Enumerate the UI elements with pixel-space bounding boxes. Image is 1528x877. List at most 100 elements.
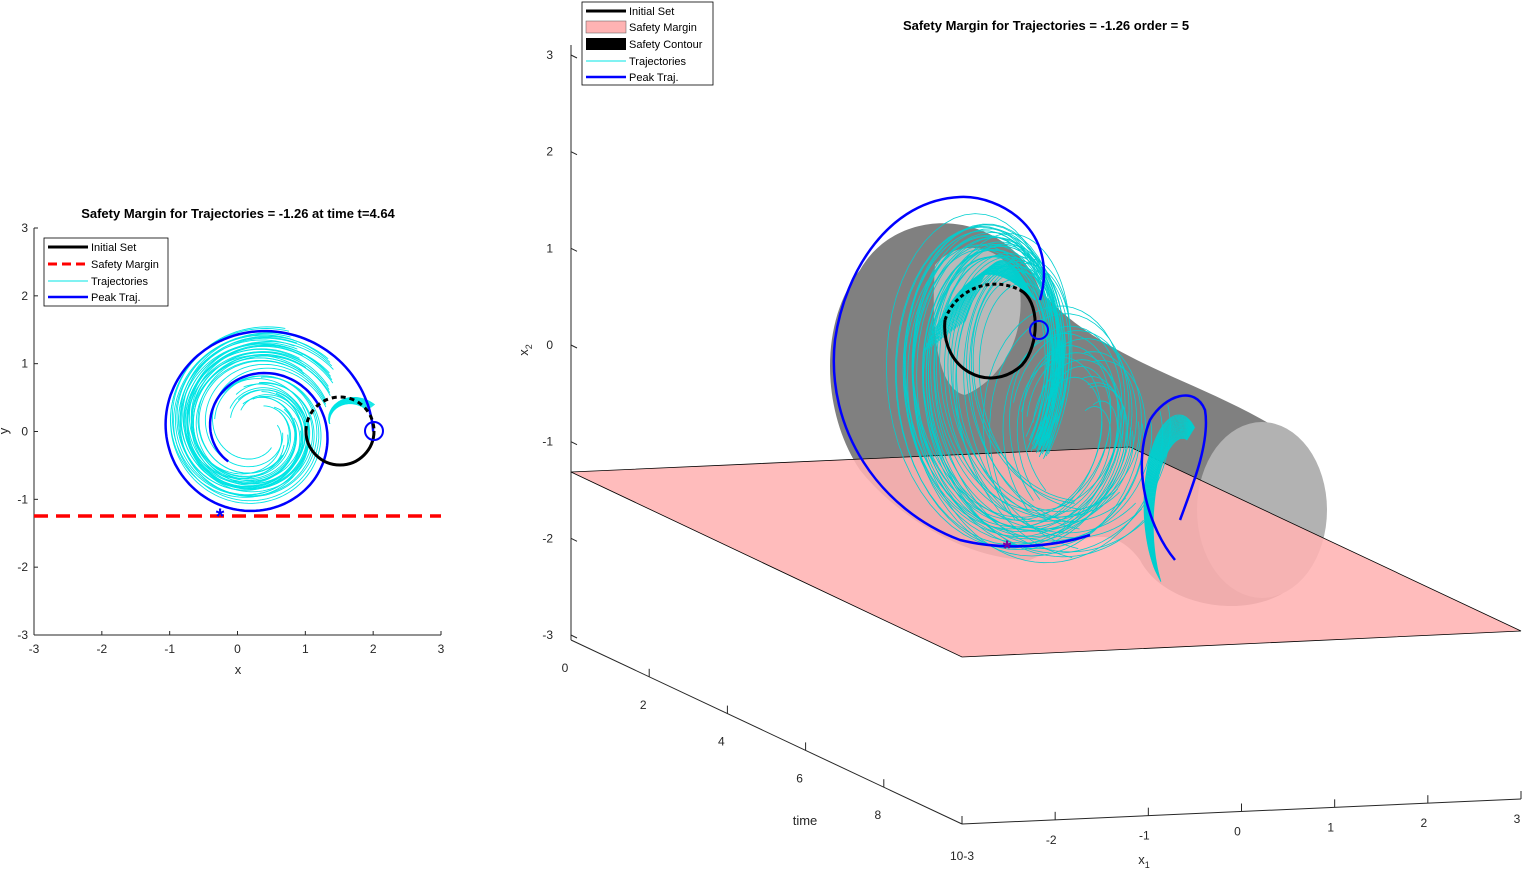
y-tick-label-2d: 2 xyxy=(21,289,28,303)
x2-tick-label-3d: -1 xyxy=(542,435,553,449)
trajectory-3d xyxy=(885,213,1126,549)
start-marker-3d xyxy=(1029,320,1049,340)
time-axis-3d xyxy=(570,639,963,825)
legend-label-initial-set-3d: Initial Set xyxy=(629,6,674,18)
y-tick-label-2d: -3 xyxy=(17,628,28,642)
trajectory-3d xyxy=(970,271,1075,504)
initial-set-lower-2d xyxy=(304,430,376,467)
x2-tick-label-3d: 0 xyxy=(546,338,553,352)
ticks-2d: -3 -2 -1 0 1 2 3 3 2 1 0 -1 -2 -3 xyxy=(17,221,444,656)
plot-3d: Safety Margin for Trajectories = -1.26 o… xyxy=(516,1,1522,870)
axes-2d: -3 -2 -1 0 1 2 3 3 2 1 0 -1 -2 -3 xyxy=(17,221,444,656)
trajectory-2d xyxy=(186,345,308,489)
trajectory-3d xyxy=(933,233,1152,553)
x-tick-label-2d: 3 xyxy=(438,642,445,656)
start-marker-2d xyxy=(364,421,384,441)
safety-margin-plane-3d xyxy=(570,446,1522,658)
trajectories-2d xyxy=(169,326,375,504)
x2-tick-label-3d: -3 xyxy=(542,628,553,642)
legend-label-safety-margin-3d: Safety Margin xyxy=(629,22,697,34)
legend-label-trajectories-3d: Trajectories xyxy=(629,56,687,68)
ticks-3d: 3 2 1 0 -1 -2 -3 0 2 4 6 8 -2 -1 0 1 2 3 10-3 xyxy=(542,48,1522,863)
trajectory-3d xyxy=(962,260,1036,324)
trajectory-2d xyxy=(204,363,327,468)
x2-tick-3d xyxy=(570,441,578,446)
trajectory-2d xyxy=(212,367,327,460)
x1-tick-label-3d: 2 xyxy=(1420,816,1427,830)
x-tick-label-2d: -2 xyxy=(96,642,107,656)
title-3d: Safety Margin for Trajectories = -1.26 o… xyxy=(903,18,1189,33)
trajectory-3d xyxy=(955,260,1073,558)
x2-tick-3d xyxy=(570,634,578,639)
legend-swatch-safety-contour-3d xyxy=(586,38,626,50)
legend-box-2d xyxy=(43,237,169,307)
x1-tick-label-3d: 1 xyxy=(1327,820,1334,834)
x1-tick-label-3d: -2 xyxy=(1046,833,1057,847)
trajectory-3d xyxy=(903,223,1112,528)
x-tick-label-2d: 1 xyxy=(302,642,309,656)
peak-trajectory-2d xyxy=(164,329,375,513)
xlabel-3d: x1 xyxy=(1138,852,1150,870)
trajectory-3d xyxy=(912,243,1124,540)
y-tick-label-2d: 1 xyxy=(21,357,28,371)
x2-tick-label-3d: -2 xyxy=(542,531,553,545)
y-tick-label-2d: 3 xyxy=(21,221,28,235)
trajectory-2d xyxy=(171,326,308,496)
trajectory-3d xyxy=(895,226,1130,551)
trajectory-3d xyxy=(939,243,1140,519)
xlabel-2d: x xyxy=(235,662,242,677)
legend-label-peak-traj-3d: Peak Traj. xyxy=(629,72,679,84)
x2-tick-label-3d: 3 xyxy=(546,48,553,62)
trajectory-3d xyxy=(944,267,1036,337)
title-2d: Safety Margin for Trajectories = -1.26 a… xyxy=(81,206,395,221)
x1-tick-label-3d: 0 xyxy=(1234,825,1241,839)
trajectory-3d xyxy=(972,279,1073,501)
trajectory-3d xyxy=(904,224,1123,533)
trajectory-3d xyxy=(950,265,1118,513)
peak-marker-3d: * xyxy=(1003,536,1012,561)
trajectory-2d xyxy=(190,345,301,477)
time-tick-label-3d: 4 xyxy=(718,735,725,749)
trajectory-2d xyxy=(191,351,303,478)
x2-tick-label-3d: 1 xyxy=(546,241,553,255)
trajectory-3d xyxy=(928,272,1036,349)
x1-tick-label-3d: 3 xyxy=(1514,812,1521,826)
trajectory-3d xyxy=(938,268,1036,342)
trajectory-2d xyxy=(176,333,302,491)
trajectory-3d xyxy=(964,260,1036,322)
time-tick-label-3d: 8 xyxy=(874,808,881,822)
x2-tick-3d xyxy=(570,344,578,349)
trajectory-3d xyxy=(942,267,1036,339)
trajectory-3d xyxy=(1152,437,1188,582)
trajectory-3d xyxy=(912,248,1103,521)
x1-corner-tick-label-3d: 10-3 xyxy=(950,849,974,863)
axes-3d: 3 2 1 0 -1 -2 -3 0 2 4 6 8 -2 -1 0 1 2 3 10-3 xyxy=(542,45,1522,863)
trajectory-2d xyxy=(179,332,332,489)
trajectory-2d xyxy=(328,396,375,425)
x2-tick-3d xyxy=(570,151,578,156)
trajectory-2d xyxy=(173,334,320,502)
y-tick-label-2d: -2 xyxy=(17,560,28,574)
trajectory-3d xyxy=(968,262,1080,530)
x-tick-label-2d: -1 xyxy=(164,642,175,656)
x-tick-label-2d: -3 xyxy=(29,642,40,656)
x2-tick-3d xyxy=(570,54,578,59)
trajectory-3d xyxy=(966,265,1074,524)
x-tick-label-2d: 0 xyxy=(234,642,241,656)
y-tick-label-2d: -1 xyxy=(17,492,28,506)
legend-label-initial-set-2d: Initial Set xyxy=(91,242,136,254)
trajectory-3d xyxy=(954,263,1036,330)
trajectory-3d xyxy=(926,256,1129,532)
trajectory-3d xyxy=(922,273,1036,354)
plot-2d: Safety Margin for Trajectories = -1.26 a… xyxy=(0,206,445,677)
y-tick-label-2d: 0 xyxy=(21,425,28,439)
trajectory-2d xyxy=(198,360,327,474)
ylabel-2d: y xyxy=(0,427,11,434)
x-tick-label-2d: 2 xyxy=(370,642,377,656)
x2-tick-3d xyxy=(570,247,578,252)
trajectory-3d xyxy=(935,254,1118,511)
legend-2d: Initial Set Safety Margin Trajectories P… xyxy=(43,237,169,307)
legend-label-safety-contour-3d: Safety Contour xyxy=(629,39,703,51)
x1-tick-label-3d: -1 xyxy=(1139,829,1150,843)
